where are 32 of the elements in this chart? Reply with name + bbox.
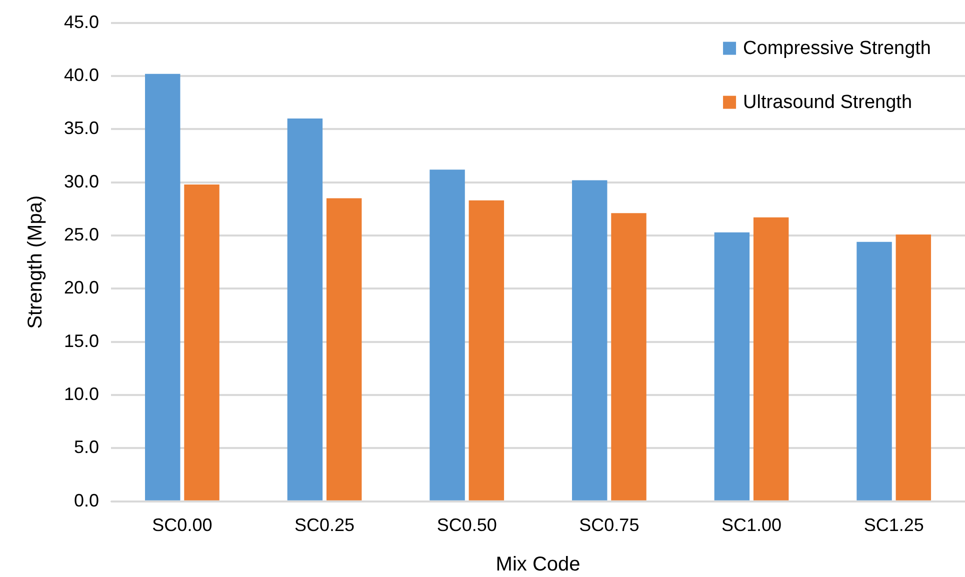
x-tick-label: SC0.00 (152, 515, 212, 536)
y-tick-label: 5.0 (74, 437, 100, 458)
y-tick-label: 10.0 (64, 384, 100, 404)
bar (856, 242, 892, 500)
bar (572, 180, 608, 500)
y-tick-label: 0.0 (74, 490, 100, 510)
legend-label: Compressive Strength (743, 38, 931, 60)
x-tick-label: SC0.75 (579, 515, 640, 536)
y-tick-label: 45.0 (64, 12, 100, 32)
x-tick-label: SC1.00 (721, 515, 782, 536)
bar (430, 170, 465, 500)
x-tick-label: SC0.50 (436, 515, 497, 536)
y-tick-label: 30.0 (64, 171, 100, 192)
bar (468, 200, 504, 500)
x-tick-label: SC0.25 (294, 515, 355, 536)
bar (714, 232, 750, 500)
x-tick-label: SC1.25 (864, 515, 924, 536)
y-tick-label: 35.0 (64, 118, 100, 138)
bar (184, 184, 220, 500)
y-axis-title: Strength (Mpa) (24, 195, 47, 329)
bar (896, 234, 932, 500)
bar (753, 217, 789, 500)
bar (287, 118, 323, 500)
legend-label: Ultrasound Strength (743, 92, 912, 114)
y-tick-label: 20.0 (64, 278, 100, 298)
y-tick-label: 25.0 (64, 224, 100, 244)
bar (611, 213, 646, 500)
y-tick-label: 40.0 (64, 64, 100, 85)
bar (326, 198, 362, 500)
x-axis-title: Mix Code (496, 554, 580, 576)
y-tick-label: 15.0 (64, 330, 100, 351)
bar (145, 74, 180, 500)
